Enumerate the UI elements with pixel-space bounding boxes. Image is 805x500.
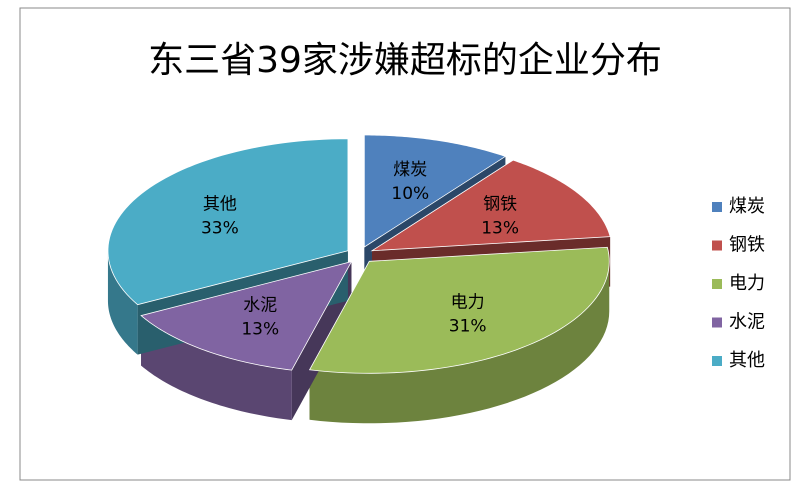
legend-swatch [712,356,722,366]
slice [370,159,611,252]
slice-value-label: 31% [449,316,487,336]
legend-swatch [712,279,722,289]
slice [107,138,349,306]
legend-swatch [712,202,722,212]
slice-value-label: 13% [241,320,279,340]
slice [363,134,507,248]
slice-category-label: 电力 [451,292,485,312]
slice-side [107,250,138,355]
legend-label: 水泥 [729,312,765,333]
slice-category-label: 水泥 [243,296,277,316]
legend-label: 其他 [729,350,765,371]
slice-category-label: 其他 [203,194,237,214]
legend-swatch [712,317,722,328]
legend-label: 钢铁 [729,235,765,256]
slice-category-label: 煤炭 [393,160,427,180]
slice-value-label: 10% [391,184,429,204]
slice-value-label: 13% [481,218,519,238]
pie: 煤炭 10% 钢铁 13% 电力 31% 水泥 13% 其他 33% [107,134,611,424]
slice-value-label: 33% [201,218,239,238]
chart-title: 东三省39家涉嫌超标的企业分布 [148,40,662,81]
slice [140,261,353,371]
legend-swatch [712,240,722,251]
slice [308,246,610,374]
legend-label: 电力 [729,273,765,294]
legend-label: 煤炭 [729,196,765,217]
slice-category-label: 钢铁 [483,194,517,214]
slice-side [309,261,610,424]
